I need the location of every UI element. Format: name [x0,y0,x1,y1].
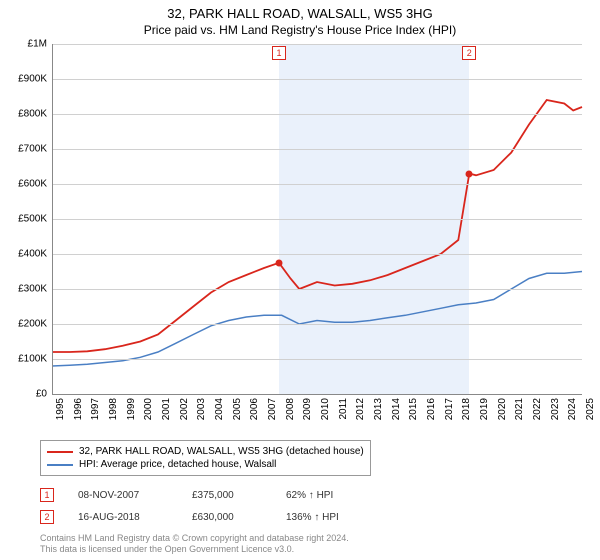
sale-date: 16-AUG-2018 [78,512,168,523]
y-axis-label: £100K [0,354,47,365]
legend-swatch [47,464,73,466]
x-axis-label: 2006 [249,398,260,420]
y-axis-label: £900K [0,74,47,85]
grid-line [52,289,582,290]
x-axis-label: 1995 [55,398,66,420]
grid-line [52,44,582,45]
x-axis-label: 2009 [302,398,313,420]
series-property [52,100,582,352]
x-axis-label: 2007 [267,398,278,420]
footer: Contains HM Land Registry data © Crown c… [40,533,349,556]
x-axis-label: 2015 [408,398,419,420]
sale-date: 08-NOV-2007 [78,490,168,501]
chart-area: £0£100K£200K£300K£400K£500K£600K£700K£80… [52,44,582,394]
grid-line [52,114,582,115]
x-axis-label: 2013 [373,398,384,420]
x-axis-label: 1999 [126,398,137,420]
x-axis-label: 1998 [108,398,119,420]
x-axis-label: 1997 [90,398,101,420]
x-axis-label: 2021 [514,398,525,420]
sale-pct: 136% ↑ HPI [286,512,339,523]
y-axis-label: £700K [0,144,47,155]
x-axis-label: 2016 [426,398,437,420]
x-axis-label: 2012 [355,398,366,420]
x-axis-label: 2004 [214,398,225,420]
y-axis-label: £200K [0,319,47,330]
marker-box: 2 [462,46,476,60]
footer-line: This data is licensed under the Open Gov… [40,544,349,556]
sale-price: £630,000 [192,512,262,523]
x-axis-label: 2014 [391,398,402,420]
grid-line [52,79,582,80]
x-axis-label: 2003 [196,398,207,420]
x-axis-label: 2025 [585,398,596,420]
x-axis-label: 2019 [479,398,490,420]
x-axis-label: 1996 [73,398,84,420]
x-axis-label: 2024 [567,398,578,420]
chart-subtitle: Price paid vs. HM Land Registry's House … [0,21,600,37]
x-axis-label: 2000 [143,398,154,420]
legend-label: 32, PARK HALL ROAD, WALSALL, WS5 3HG (de… [79,446,364,457]
y-axis-label: £0 [0,389,47,400]
legend-swatch [47,451,73,453]
chart-container: 32, PARK HALL ROAD, WALSALL, WS5 3HG Pri… [0,0,600,560]
chart-title: 32, PARK HALL ROAD, WALSALL, WS5 3HG [0,0,600,21]
y-axis-label: £300K [0,284,47,295]
sale-pct: 62% ↑ HPI [286,490,333,501]
sale-row: 2 16-AUG-2018 £630,000 136% ↑ HPI [40,510,339,524]
y-axis-label: £1M [0,39,47,50]
legend-label: HPI: Average price, detached house, Wals… [79,459,276,470]
x-axis-label: 2002 [179,398,190,420]
grid-line [52,359,582,360]
y-axis-label: £500K [0,214,47,225]
x-axis-label: 2005 [232,398,243,420]
x-axis-label: 2018 [461,398,472,420]
grid-line [52,324,582,325]
x-axis-label: 2008 [285,398,296,420]
x-axis-label: 2017 [444,398,455,420]
data-point [466,170,473,177]
x-axis-label: 2023 [550,398,561,420]
grid-line [52,219,582,220]
footer-line: Contains HM Land Registry data © Crown c… [40,533,349,545]
sale-marker-icon: 1 [40,488,54,502]
marker-box: 1 [272,46,286,60]
series-hpi [52,272,582,367]
sale-price: £375,000 [192,490,262,501]
data-point [276,259,283,266]
x-axis-label: 2022 [532,398,543,420]
grid-line [52,149,582,150]
x-axis-label: 2020 [497,398,508,420]
x-axis-label: 2001 [161,398,172,420]
legend: 32, PARK HALL ROAD, WALSALL, WS5 3HG (de… [40,440,371,476]
legend-item: 32, PARK HALL ROAD, WALSALL, WS5 3HG (de… [47,445,364,458]
y-axis-label: £400K [0,249,47,260]
y-axis-label: £800K [0,109,47,120]
legend-item: HPI: Average price, detached house, Wals… [47,458,364,471]
x-axis-label: 2011 [338,398,349,420]
grid-line [52,254,582,255]
sale-marker-icon: 2 [40,510,54,524]
y-axis-label: £600K [0,179,47,190]
x-axis-label: 2010 [320,398,331,420]
sale-row: 1 08-NOV-2007 £375,000 62% ↑ HPI [40,488,333,502]
grid-line [52,184,582,185]
